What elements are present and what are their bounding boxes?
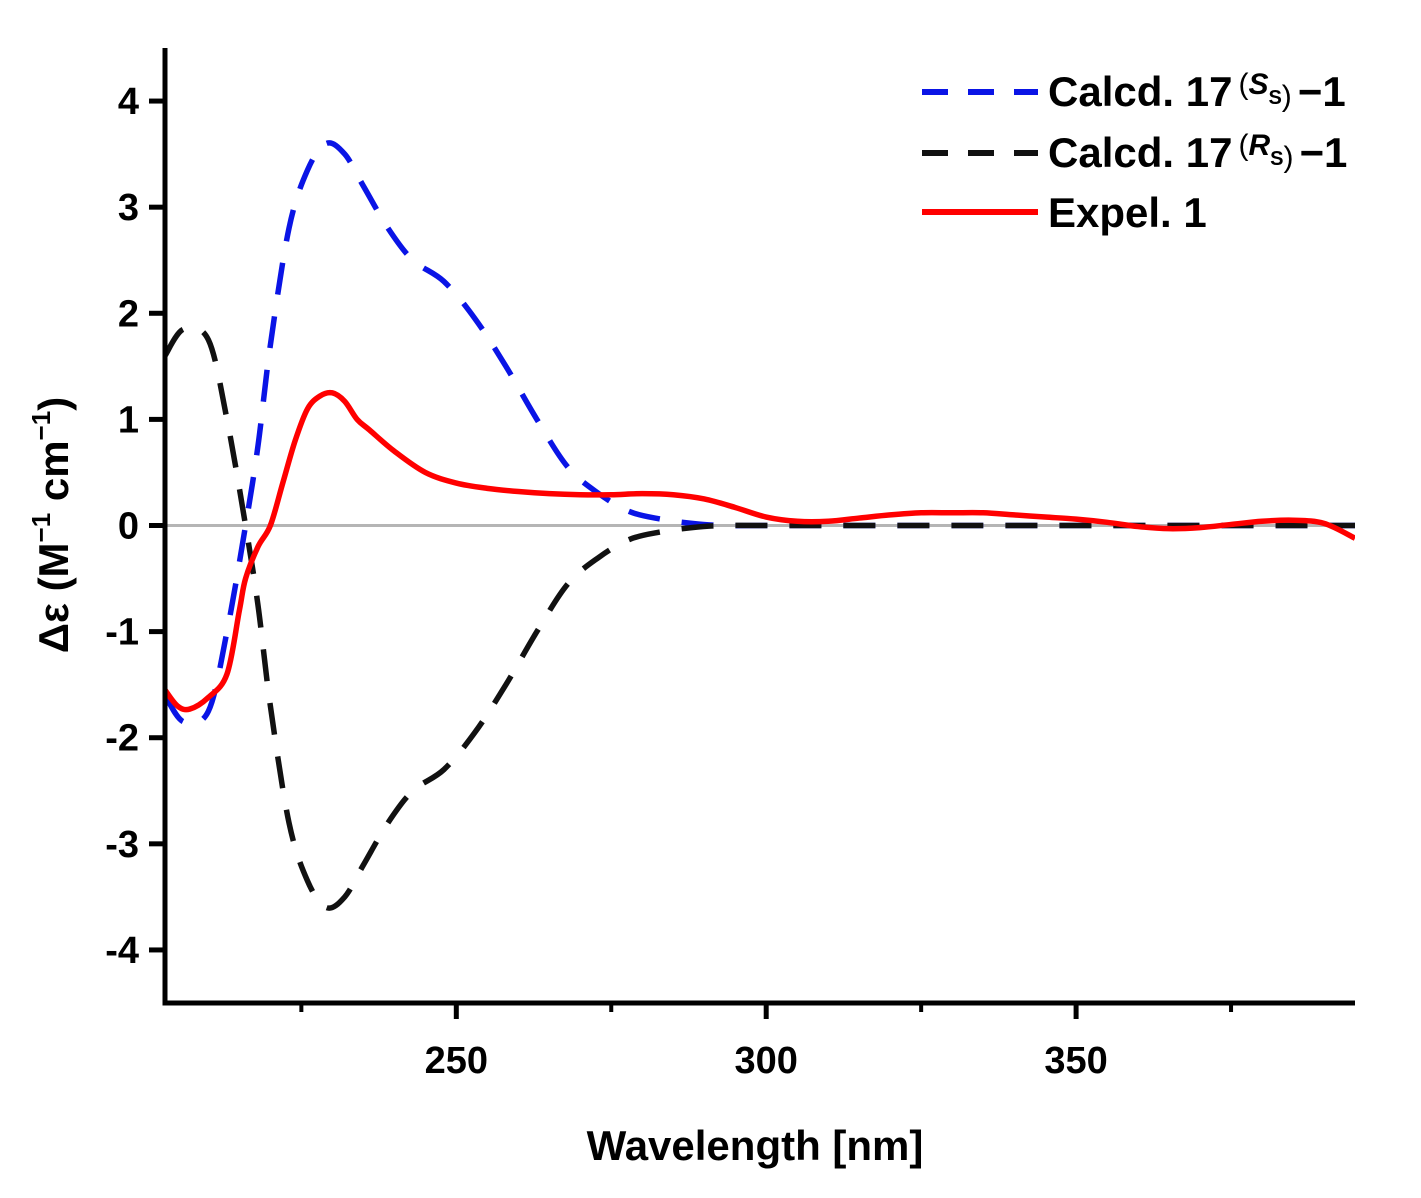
y-tick-label: 3 xyxy=(118,187,139,229)
x-tick-label: 350 xyxy=(1044,1040,1107,1082)
y-title-mid: cm xyxy=(30,440,77,512)
series-group xyxy=(165,140,1355,911)
y-title-sup-1: −1 xyxy=(26,513,56,543)
legend-label-expel: Expel. 1 xyxy=(1048,189,1207,236)
y-tick-label: 0 xyxy=(118,506,139,548)
series-expel-line xyxy=(165,389,1355,713)
y-tick-label: -1 xyxy=(105,612,139,654)
x-tick-label: 300 xyxy=(734,1040,797,1082)
legend-label-calcd-rs: Calcd. 17 (RS) −1 xyxy=(1048,129,1347,176)
legend: Calcd. 17 (SS) −1 Calcd. 17 (RS) −1 Expel. 1 xyxy=(922,68,1347,236)
y-title-sup-2: −1 xyxy=(26,411,56,441)
y-axis-ticks: -4 -3 -2 -1 0 1 2 3 4 xyxy=(105,81,165,972)
y-title-prefix: Δε (M xyxy=(30,542,77,653)
legend-label-calcd-ss: Calcd. 17 (SS) −1 xyxy=(1048,68,1346,115)
y-tick-label: 2 xyxy=(118,293,139,335)
y-tick-label: -4 xyxy=(105,930,139,972)
y-axis-title: Δε (M−1 cm−1) xyxy=(26,397,77,653)
y-title-suffix: ) xyxy=(30,397,77,411)
x-tick-label: 250 xyxy=(425,1040,488,1082)
y-tick-label: -3 xyxy=(105,824,139,866)
x-axis-title: Wavelength [nm] xyxy=(587,1122,924,1169)
x-axis-ticks: 250 300 350 xyxy=(299,1003,1234,1082)
series-calcd-rs-line xyxy=(165,324,1355,911)
y-tick-label: 4 xyxy=(118,81,139,123)
y-tick-label: -2 xyxy=(105,718,139,760)
y-tick-label: 1 xyxy=(118,399,139,441)
